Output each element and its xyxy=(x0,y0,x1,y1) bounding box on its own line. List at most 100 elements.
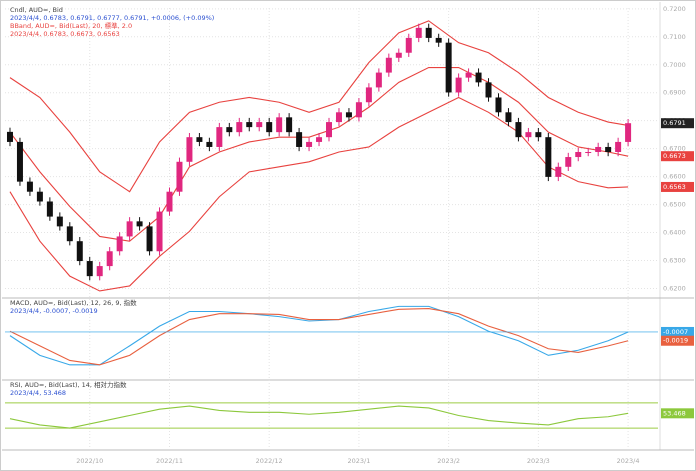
candle-body xyxy=(26,181,33,192)
x-tick-label: 2023/2 xyxy=(437,457,460,465)
candle-body xyxy=(66,226,73,242)
series-line xyxy=(9,305,629,366)
candle-body xyxy=(425,27,432,38)
value-box-label: 0.6791 xyxy=(663,119,686,127)
candle-body xyxy=(595,146,602,152)
band-subtitle: 2023/4/4, 0.6783, 0.6673, 0.6563 xyxy=(10,30,120,38)
y-tick-label: 0.7200 xyxy=(663,5,686,13)
x-tick-label: 2023/4 xyxy=(617,457,640,465)
candle-body xyxy=(226,127,233,133)
value-box xyxy=(661,408,694,419)
value-box-label: 53.468 xyxy=(663,409,686,417)
candle-body xyxy=(306,141,313,147)
candle-body xyxy=(256,122,263,128)
chart-subtitle: 2023/4/4, -0.0007, -0.0019 xyxy=(10,307,98,315)
candle-body xyxy=(365,87,372,103)
band-upper xyxy=(9,20,629,193)
candle-body xyxy=(625,123,632,142)
x-tick-label: 2022/11 xyxy=(156,457,183,465)
value-box xyxy=(661,335,694,346)
candle-body xyxy=(585,152,592,153)
chart-subtitle: 2023/4/4, 0.6783, 0.6791, 0.6777, 0.6791… xyxy=(10,14,214,22)
candle-body xyxy=(6,131,13,142)
value-box-label: -0.0007 xyxy=(663,328,688,336)
value-box-label: 0.6673 xyxy=(663,152,686,160)
candle-body xyxy=(565,157,572,167)
chart-title: Cndl, AUD=, Bid xyxy=(10,6,63,14)
y-tick-label: 0.7100 xyxy=(663,33,686,41)
candle-body xyxy=(106,251,113,267)
candle-body xyxy=(46,201,53,217)
candle-body xyxy=(246,122,253,128)
candle-body xyxy=(405,37,412,53)
candle-body xyxy=(166,191,173,212)
value-box-label: -0.0019 xyxy=(663,337,688,345)
candle-body xyxy=(116,236,123,252)
candle-body xyxy=(76,241,83,262)
y-tick-label: 0.6900 xyxy=(663,89,686,97)
candle-body xyxy=(535,132,542,138)
series-line xyxy=(9,405,629,429)
candle-body xyxy=(575,152,582,158)
chart-subtitle: 2023/4/4, 53.468 xyxy=(10,389,66,397)
candle-body xyxy=(385,57,392,73)
value-box xyxy=(661,326,694,337)
candle-body xyxy=(286,117,293,133)
x-tick-label: 2023/1 xyxy=(347,457,370,465)
x-tick-label: 2022/12 xyxy=(256,457,283,465)
candle-body xyxy=(335,112,342,123)
candle-body xyxy=(136,221,143,227)
candle-body xyxy=(146,226,153,252)
candle-body xyxy=(176,161,183,192)
candle-body xyxy=(505,112,512,123)
candle-body xyxy=(36,191,43,202)
value-box xyxy=(661,118,694,129)
candle-body xyxy=(375,72,382,88)
candle-body xyxy=(555,166,562,177)
x-tick-label: 2023/3 xyxy=(527,457,550,465)
candle-body xyxy=(395,52,402,58)
candle-body xyxy=(266,122,273,133)
value-box xyxy=(661,151,694,162)
y-tick-label: 0.6200 xyxy=(663,284,686,292)
candle-body xyxy=(485,82,492,98)
candle-body xyxy=(355,102,362,118)
y-tick-label: 0.6500 xyxy=(663,201,686,209)
candle-body xyxy=(316,137,323,142)
candle-body xyxy=(216,127,223,147)
candle-body xyxy=(475,72,482,83)
candle-body xyxy=(276,117,283,133)
band-name: BBand, AUD=, Bid(Last), 20, 標準, 2.0 xyxy=(10,21,132,30)
candle-body xyxy=(56,216,63,227)
candle-body xyxy=(186,137,193,162)
candle-body xyxy=(16,141,23,182)
candle-body xyxy=(415,27,422,38)
y-tick-label: 0.7000 xyxy=(663,61,686,69)
band-middle xyxy=(9,67,629,242)
candle-body xyxy=(455,77,462,93)
chart-title: RSI, AUD=, Bid(Last), 14, 相対力指数 xyxy=(10,380,127,389)
candle-body xyxy=(96,266,103,277)
candle-body xyxy=(296,132,303,147)
chart-title: MACD, AUD=, Bid(Last), 12, 26, 9, 指数 xyxy=(10,298,137,307)
candle-body xyxy=(126,221,133,237)
y-tick-label: 0.6300 xyxy=(663,256,686,264)
candle-body xyxy=(236,122,243,133)
y-tick-label: 0.6600 xyxy=(663,173,686,181)
candle-body xyxy=(206,141,213,147)
x-tick-label: 2022/10 xyxy=(76,457,103,465)
series-line xyxy=(9,308,629,366)
candle-body xyxy=(345,112,352,118)
candle-body xyxy=(435,37,442,43)
value-box-label: 0.6563 xyxy=(663,183,686,191)
y-tick-label: 0.6700 xyxy=(663,145,686,153)
candle-body xyxy=(326,122,333,138)
value-box xyxy=(661,181,694,192)
candle-body xyxy=(465,72,472,78)
y-tick-label: 0.6400 xyxy=(663,229,686,237)
candle-body xyxy=(196,137,203,142)
candle-body xyxy=(86,261,93,277)
candle-body xyxy=(545,137,552,177)
